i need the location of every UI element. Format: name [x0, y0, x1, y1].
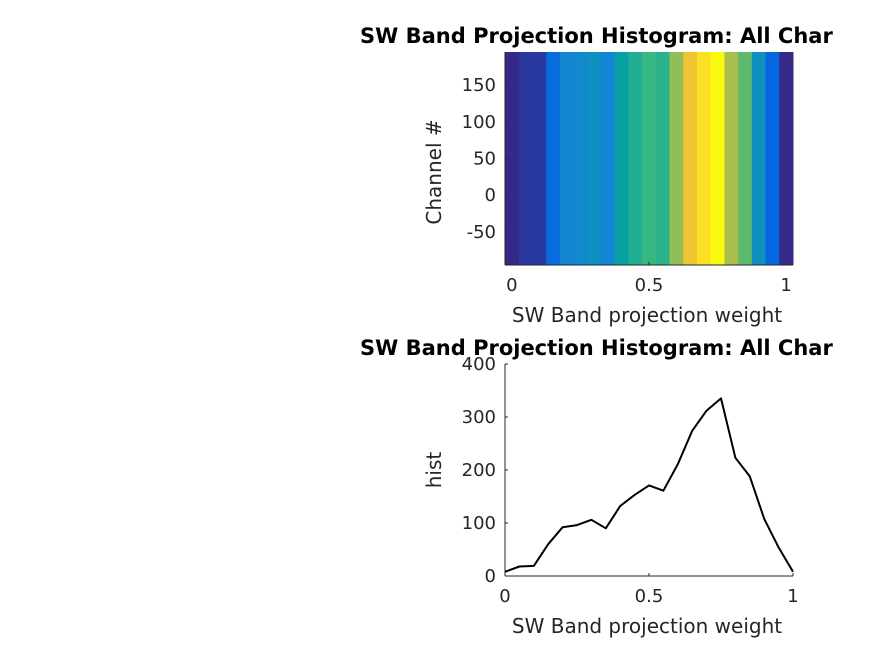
line-y-tick-label: 0 — [485, 566, 496, 587]
heatmap-y-tick-label: -50 — [467, 222, 496, 243]
heatmap-cell — [628, 52, 643, 265]
heatmap-x-ticks: 0 0.5 1 — [506, 262, 792, 296]
heatmap-cell — [765, 52, 780, 265]
heatmap-cell — [642, 52, 657, 265]
heatmap-cell — [655, 52, 671, 265]
heatmap-y-tick-label: 150 — [462, 75, 496, 96]
heatmap-title: SW Band Projection Histogram: All Char — [360, 24, 833, 48]
heatmap-cell — [738, 52, 753, 265]
heatmap-cell — [683, 52, 698, 265]
heatmap-cells — [505, 52, 794, 265]
heatmap-cell — [532, 52, 547, 265]
heatmap-y-label: Channel # — [422, 119, 446, 224]
heatmap-cell — [779, 52, 794, 265]
line-y-tick-label: 100 — [462, 513, 496, 534]
heatmap-cell — [601, 52, 616, 265]
heatmap-cell — [546, 52, 561, 265]
heatmap-cell — [697, 52, 712, 265]
line-x-tick-label: 0 — [499, 586, 510, 607]
line-x-label: SW Band projection weight — [512, 614, 782, 638]
heatmap-cell — [710, 52, 725, 265]
heatmap-y-tick-label: 50 — [473, 149, 496, 170]
line-x-ticks: 0 0.5 1 — [499, 573, 799, 607]
line-y-tick-label: 200 — [462, 460, 496, 481]
line-y-label: hist — [422, 452, 446, 489]
heatmap-cell — [559, 52, 575, 265]
heatmap-x-tick-label: 0 — [506, 275, 517, 296]
heatmap-cell — [573, 52, 588, 265]
heatmap-y-tick-label: 0 — [485, 185, 496, 206]
heatmap-x-tick-label: 1 — [780, 275, 791, 296]
line-x-tick-label: 0.5 — [635, 586, 664, 607]
line-series — [504, 397, 794, 573]
heatmap-cell — [751, 52, 767, 265]
heatmap-cell — [669, 52, 684, 265]
heatmap-cell — [505, 52, 520, 265]
heatmap-x-tick-label: 0.5 — [635, 275, 664, 296]
line-y-tick-label: 300 — [462, 407, 496, 428]
heatmap-cell — [614, 52, 629, 265]
line-y-ticks: 0 100 200 300 400 — [462, 354, 508, 587]
line-y-tick-label: 400 — [462, 354, 496, 375]
heatmap-cell — [724, 52, 739, 265]
line-title: SW Band Projection Histogram: All Char — [360, 336, 833, 360]
heatmap-cell — [587, 52, 602, 265]
heatmap-x-label: SW Band projection weight — [512, 303, 782, 327]
heatmap-y-ticks: -50 0 50 100 150 — [462, 75, 508, 243]
heatmap-cell — [518, 52, 533, 265]
heatmap-y-tick-label: 100 — [462, 112, 496, 133]
line-x-tick-label: 1 — [787, 586, 798, 607]
